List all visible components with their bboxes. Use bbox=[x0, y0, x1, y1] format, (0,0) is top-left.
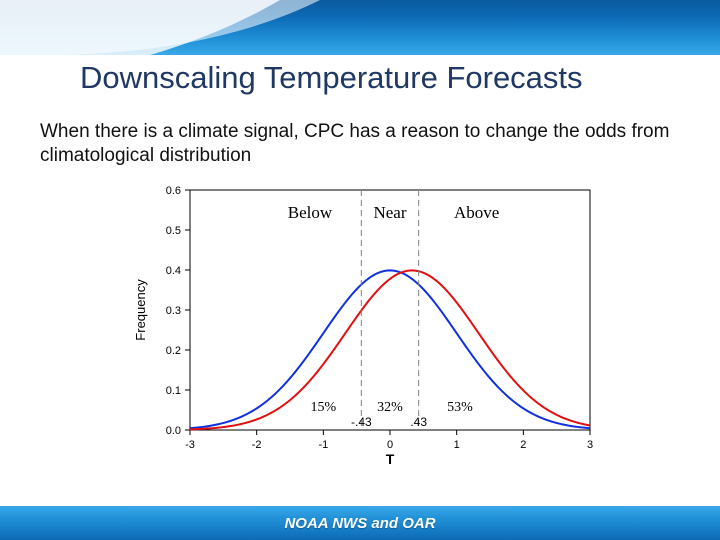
svg-text:-.43: -.43 bbox=[351, 415, 372, 429]
svg-text:Frequency: Frequency bbox=[133, 279, 148, 341]
svg-text:T: T bbox=[386, 451, 395, 467]
svg-text:0.1: 0.1 bbox=[166, 385, 181, 397]
svg-text:3: 3 bbox=[587, 439, 593, 451]
svg-text:.43: .43 bbox=[410, 415, 427, 429]
header-gradient bbox=[0, 0, 720, 55]
svg-text:0: 0 bbox=[387, 439, 393, 451]
svg-text:Above: Above bbox=[454, 203, 499, 222]
svg-text:53%: 53% bbox=[447, 400, 473, 415]
svg-text:-1: -1 bbox=[318, 439, 328, 451]
svg-text:0.3: 0.3 bbox=[166, 305, 181, 317]
slide-body-text: When there is a climate signal, CPC has … bbox=[40, 120, 680, 168]
svg-text:0.6: 0.6 bbox=[166, 185, 181, 197]
svg-text:1: 1 bbox=[454, 439, 460, 451]
slide-title: Downscaling Temperature Forecasts bbox=[80, 60, 700, 96]
svg-text:32%: 32% bbox=[377, 400, 403, 415]
svg-text:-3: -3 bbox=[185, 439, 195, 451]
svg-text:2: 2 bbox=[520, 439, 526, 451]
svg-text:15%: 15% bbox=[310, 400, 336, 415]
svg-text:Below: Below bbox=[288, 203, 333, 222]
svg-text:0.4: 0.4 bbox=[166, 265, 181, 277]
frequency-chart: 0.0 0.1 0.2 0.3 0.4 0.5 0.6 -3 -2 -1 0 1 2 3 T Frequenc… bbox=[120, 180, 620, 480]
footer-bar: NOAA NWS and OAR bbox=[0, 506, 720, 540]
svg-text:0.2: 0.2 bbox=[166, 345, 181, 357]
svg-text:-2: -2 bbox=[252, 439, 262, 451]
svg-text:0.0: 0.0 bbox=[166, 425, 181, 437]
svg-text:Near: Near bbox=[373, 203, 406, 222]
footer-text: NOAA NWS and OAR bbox=[284, 515, 435, 532]
svg-text:0.5: 0.5 bbox=[166, 225, 181, 237]
